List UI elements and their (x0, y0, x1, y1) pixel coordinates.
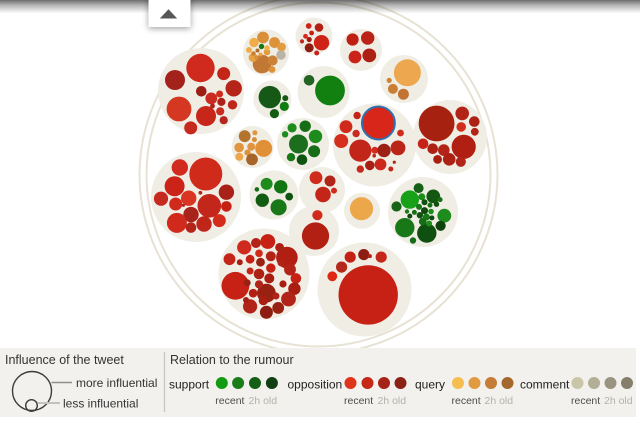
svg-text:2h old: 2h old (249, 395, 278, 407)
svg-text:Influence of the tweet: Influence of the tweet (5, 353, 124, 367)
svg-text:2h old: 2h old (604, 395, 633, 407)
svg-text:query: query (415, 378, 445, 392)
svg-text:opposition: opposition (288, 378, 343, 392)
svg-text:Relation to the rumour: Relation to the rumour (170, 353, 294, 367)
svg-text:recent: recent (344, 395, 373, 407)
svg-text:recent: recent (571, 395, 600, 407)
svg-text:comment: comment (520, 378, 570, 392)
svg-text:recent: recent (215, 395, 244, 407)
svg-text:2h old: 2h old (485, 395, 514, 407)
svg-text:less influential: less influential (63, 397, 138, 411)
svg-text:recent: recent (452, 395, 481, 407)
svg-text:2h old: 2h old (378, 395, 407, 407)
svg-text:support: support (169, 378, 210, 392)
svg-text:more influential: more influential (76, 376, 157, 390)
